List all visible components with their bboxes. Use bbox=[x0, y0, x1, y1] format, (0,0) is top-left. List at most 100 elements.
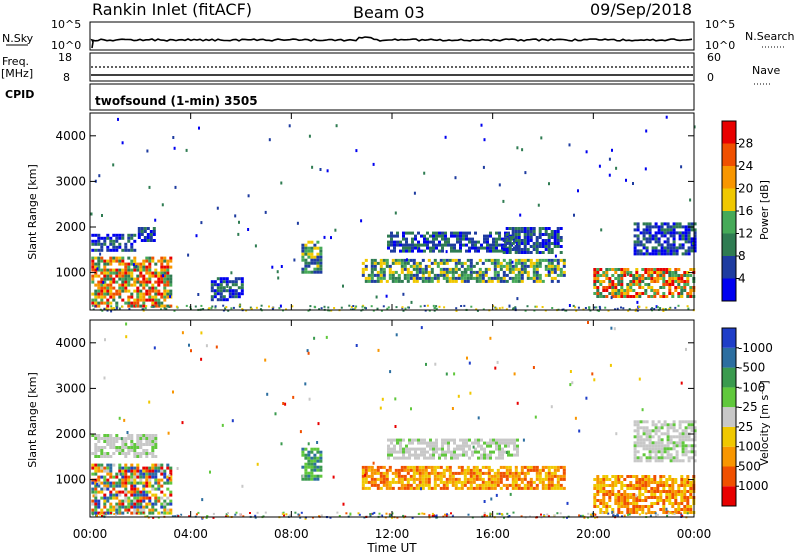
heatmap-cell bbox=[405, 450, 408, 454]
heatmap-cell bbox=[632, 295, 636, 298]
heatmap-cell bbox=[475, 474, 479, 478]
heatmap-cell bbox=[139, 280, 143, 284]
heatmap-cell bbox=[421, 486, 425, 490]
heatmap-cell bbox=[110, 309, 113, 313]
heatmap-cell bbox=[231, 280, 235, 284]
heatmap-cell bbox=[593, 487, 597, 490]
heatmap-cell bbox=[364, 486, 368, 490]
heatmap-cell bbox=[636, 450, 640, 454]
heatmap-cell bbox=[547, 236, 551, 239]
heatmap-cell bbox=[433, 483, 437, 487]
heatmap-cell bbox=[547, 515, 550, 518]
heatmap-cell bbox=[454, 261, 458, 265]
heatmap-cell bbox=[505, 465, 509, 469]
heatmap-cell bbox=[313, 267, 317, 271]
heatmap-cell bbox=[451, 471, 455, 475]
heatmap-cell bbox=[499, 279, 503, 283]
heatmap-cell bbox=[478, 468, 482, 472]
heatmap-cell bbox=[501, 447, 504, 451]
heatmap-cell bbox=[112, 440, 116, 443]
heatmap-cell bbox=[684, 429, 688, 433]
heatmap-cell bbox=[611, 148, 613, 152]
heatmap-cell bbox=[517, 474, 521, 478]
heatmap-cell bbox=[254, 244, 257, 248]
heatmap-cell bbox=[166, 292, 170, 296]
heatmap-cell bbox=[393, 438, 396, 442]
heatmap-cell bbox=[459, 447, 462, 451]
heatmap-cell bbox=[441, 231, 444, 235]
heatmap-cell bbox=[430, 471, 434, 475]
colorbar-swatch bbox=[722, 407, 736, 427]
heatmap-cell bbox=[657, 456, 661, 460]
heatmap-cell bbox=[127, 239, 131, 243]
heatmap-cell bbox=[535, 264, 539, 268]
heatmap-cell bbox=[678, 426, 682, 430]
heatmap-cell bbox=[641, 505, 645, 508]
heatmap-cell bbox=[105, 307, 108, 310]
heatmap-cell bbox=[654, 426, 658, 430]
heatmap-cell bbox=[434, 306, 437, 309]
heatmap-cell bbox=[493, 483, 497, 487]
heatmap-cell bbox=[489, 441, 492, 445]
heatmap-cell bbox=[201, 498, 204, 502]
heatmap-cell bbox=[617, 478, 621, 481]
heatmap-cell bbox=[376, 465, 380, 469]
heatmap-cell bbox=[669, 306, 672, 309]
heatmap-cell bbox=[617, 508, 621, 511]
heatmap-cell bbox=[587, 512, 590, 515]
heatmap-cell bbox=[118, 511, 121, 514]
heatmap-cell bbox=[133, 280, 137, 284]
heatmap-cell bbox=[96, 267, 99, 271]
heatmap-cell bbox=[648, 438, 652, 442]
heatmap-cell bbox=[623, 514, 626, 517]
heatmap-cell bbox=[593, 268, 597, 271]
heatmap-cell bbox=[436, 477, 440, 481]
heatmap-cell bbox=[429, 240, 432, 244]
heatmap-cell bbox=[169, 508, 173, 512]
heatmap-cell bbox=[277, 276, 280, 280]
heatmap-cell bbox=[614, 286, 618, 289]
heatmap-cell bbox=[313, 468, 317, 472]
heatmap-cell bbox=[112, 298, 116, 302]
heatmap-cell bbox=[435, 234, 438, 238]
freq-tick-bottom: 8 bbox=[63, 71, 70, 84]
heatmap-cell bbox=[463, 474, 467, 478]
heatmap-cell bbox=[148, 469, 152, 473]
heatmap-cell bbox=[481, 477, 485, 481]
heatmap-cell bbox=[310, 462, 314, 466]
heatmap-cell bbox=[687, 228, 691, 232]
heatmap-cell bbox=[121, 452, 125, 455]
heatmap-cell bbox=[460, 483, 464, 487]
heatmap-cell bbox=[319, 249, 323, 253]
heatmap-cell bbox=[629, 493, 633, 496]
heatmap-cell bbox=[390, 438, 393, 442]
heatmap-cell bbox=[445, 270, 449, 274]
y-tick-label: 1000 bbox=[55, 473, 86, 487]
beam-title: Beam 03 bbox=[353, 3, 425, 22]
heatmap-cell bbox=[498, 231, 501, 235]
heatmap-cell bbox=[629, 487, 633, 490]
heatmap-cell bbox=[100, 259, 104, 263]
heatmap-cell bbox=[124, 499, 128, 503]
heatmap-cell bbox=[399, 441, 402, 445]
heatmap-cell bbox=[426, 304, 429, 307]
heatmap-cell bbox=[361, 483, 365, 487]
heatmap-cell bbox=[395, 306, 398, 309]
heatmap-cell bbox=[316, 456, 320, 460]
heatmap-cell bbox=[391, 258, 395, 262]
heatmap-cell bbox=[459, 444, 462, 448]
heatmap-cell bbox=[654, 234, 658, 238]
heatmap-cell bbox=[432, 456, 435, 460]
heatmap-cell bbox=[382, 276, 386, 280]
heatmap-cell bbox=[642, 228, 646, 232]
heatmap-cell bbox=[547, 264, 551, 268]
heatmap-cell bbox=[683, 508, 687, 511]
heatmap-cell bbox=[466, 480, 470, 484]
heatmap-cell bbox=[474, 231, 477, 235]
heatmap-cell bbox=[421, 477, 425, 481]
heatmap-cell bbox=[152, 230, 156, 233]
heatmap-cell bbox=[96, 482, 99, 486]
heatmap-cell bbox=[511, 474, 515, 478]
heatmap-cell bbox=[166, 481, 170, 485]
heatmap-cell bbox=[187, 253, 190, 257]
